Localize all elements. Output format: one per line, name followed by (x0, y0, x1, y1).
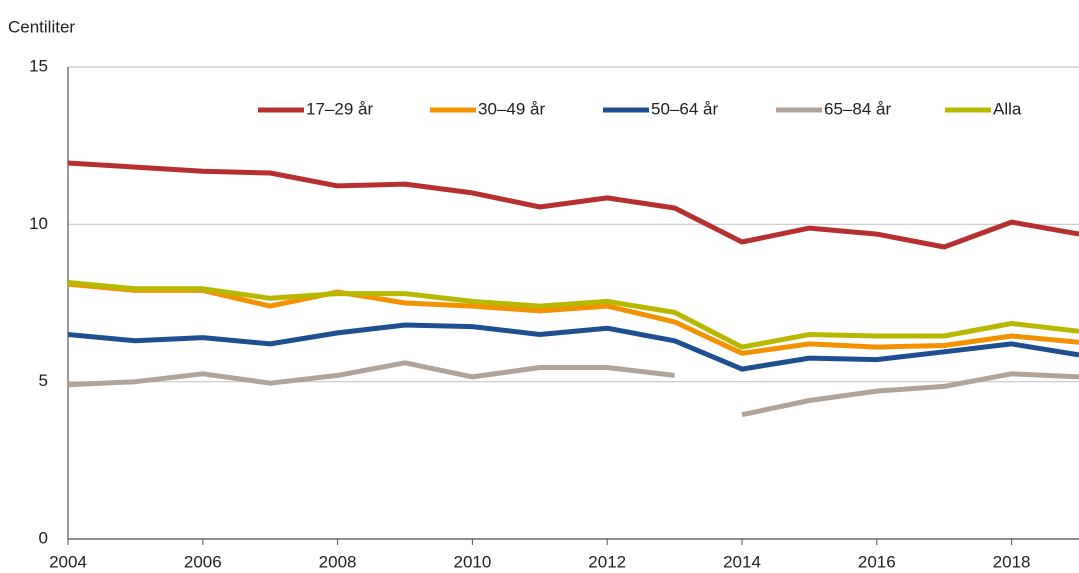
y-tick-label: 0 (39, 528, 48, 547)
x-tick-label: 2006 (184, 552, 222, 571)
x-tick-label: 2018 (993, 552, 1031, 571)
line-series (67, 281, 1079, 356)
x-tick-label: 2014 (723, 552, 761, 571)
x-tick-label: 2012 (588, 552, 626, 571)
x-tick-label: 2016 (858, 552, 896, 571)
x-tick-label: 2010 (453, 552, 491, 571)
legend-label: 17–29 år (306, 99, 373, 118)
y-axis-label: Centiliter (8, 17, 75, 36)
y-tick-label: 10 (29, 214, 48, 233)
line-series (67, 360, 1079, 418)
y-tick-label: 5 (39, 371, 48, 390)
y-tick-label: 15 (29, 56, 48, 75)
legend-label: 50–64 år (651, 99, 718, 118)
x-tick-label: 2004 (49, 552, 87, 571)
line-series (67, 280, 1079, 350)
legend-label: Alla (993, 99, 1022, 118)
legend-label: 65–84 år (824, 99, 891, 118)
line-series (67, 160, 1079, 250)
line-series (67, 322, 1079, 372)
x-tick-label: 2008 (319, 552, 357, 571)
legend-label: 30–49 år (478, 99, 545, 118)
